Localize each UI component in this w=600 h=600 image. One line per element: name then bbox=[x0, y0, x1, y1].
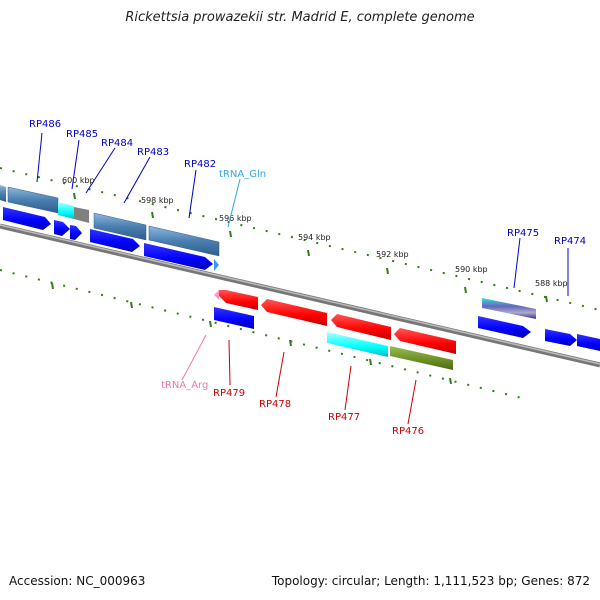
scale-label: 592 kbp bbox=[376, 250, 409, 259]
gene-feature-edge[interactable] bbox=[0, 185, 6, 202]
gene-label-rp476[interactable]: RP476 bbox=[392, 426, 424, 437]
gene-feature-rp477[interactable] bbox=[327, 332, 388, 357]
upper-major-ticks bbox=[73, 192, 548, 303]
gene-feature-rp476[interactable] bbox=[390, 346, 453, 370]
genome-backbone bbox=[0, 223, 600, 368]
cds-feature[interactable] bbox=[478, 316, 531, 338]
cds-feature[interactable] bbox=[577, 334, 600, 351]
gene-feature-rp483[interactable] bbox=[93, 212, 147, 241]
label-leaders bbox=[36, 132, 569, 425]
gene-feature-rp479[interactable] bbox=[214, 307, 254, 329]
gene-feature-rp486[interactable] bbox=[7, 186, 59, 214]
gene-feature-rp474[interactable] bbox=[545, 329, 577, 346]
gene-label-rp483[interactable]: RP483 bbox=[137, 147, 169, 158]
gene-feature-rp479-top[interactable] bbox=[219, 290, 258, 310]
gene-label-trna-arg[interactable]: tRNA_Arg bbox=[161, 380, 208, 391]
gene-feature-rp485[interactable] bbox=[58, 202, 74, 219]
scale-label: 590 kbp bbox=[455, 265, 488, 274]
gene-label-trna-gln[interactable]: tRNA_Gln bbox=[219, 169, 266, 180]
gene-label-rp485[interactable]: RP485 bbox=[66, 129, 98, 140]
scale-label: 596 kbp bbox=[219, 214, 252, 223]
gene-label-rp475[interactable]: RP475 bbox=[507, 228, 539, 239]
scale-label: 600 kbp bbox=[62, 176, 95, 185]
scale-label: 588 kbp bbox=[535, 279, 568, 288]
gene-label-rp478[interactable]: RP478 bbox=[259, 399, 291, 410]
gene-feature-rp478[interactable] bbox=[261, 299, 327, 326]
cds-feature[interactable] bbox=[144, 243, 213, 270]
gene-feature-rp477-top[interactable] bbox=[331, 314, 391, 340]
cds-feature[interactable] bbox=[54, 220, 70, 236]
gene-label-rp479[interactable]: RP479 bbox=[213, 388, 245, 399]
map-title: Rickettsia prowazekii str. Madrid E, com… bbox=[125, 10, 475, 25]
gene-label-rp477[interactable]: RP477 bbox=[328, 412, 360, 423]
genome-summary-text: Topology: circular; Length: 1,111,523 bp… bbox=[271, 574, 590, 588]
trna-gln-feature[interactable] bbox=[214, 259, 219, 271]
genome-backbone-highlight bbox=[0, 224, 600, 365]
gene-label-rp482[interactable]: RP482 bbox=[184, 159, 216, 170]
cds-feature[interactable] bbox=[90, 229, 140, 252]
lower-major-ticks bbox=[51, 282, 452, 385]
gene-feature-rp475[interactable] bbox=[482, 298, 536, 319]
gene-label-rp484[interactable]: RP484 bbox=[101, 138, 133, 149]
scale-label: 598 kbp bbox=[141, 196, 174, 205]
gene-feature-rp482[interactable] bbox=[148, 225, 220, 257]
trna-arg-feature[interactable] bbox=[214, 290, 219, 300]
gene-label-rp474[interactable]: RP474 bbox=[554, 236, 586, 247]
gene-feature-rp476-top[interactable] bbox=[394, 328, 456, 354]
accession-text: Accession: NC_000963 bbox=[9, 574, 146, 588]
scale-label: 594 kbp bbox=[298, 233, 331, 242]
gene-label-rp486[interactable]: RP486 bbox=[29, 119, 61, 130]
cds-feature[interactable] bbox=[3, 207, 51, 230]
gene-feature-rp484[interactable] bbox=[74, 207, 89, 223]
cds-feature[interactable] bbox=[70, 225, 82, 240]
